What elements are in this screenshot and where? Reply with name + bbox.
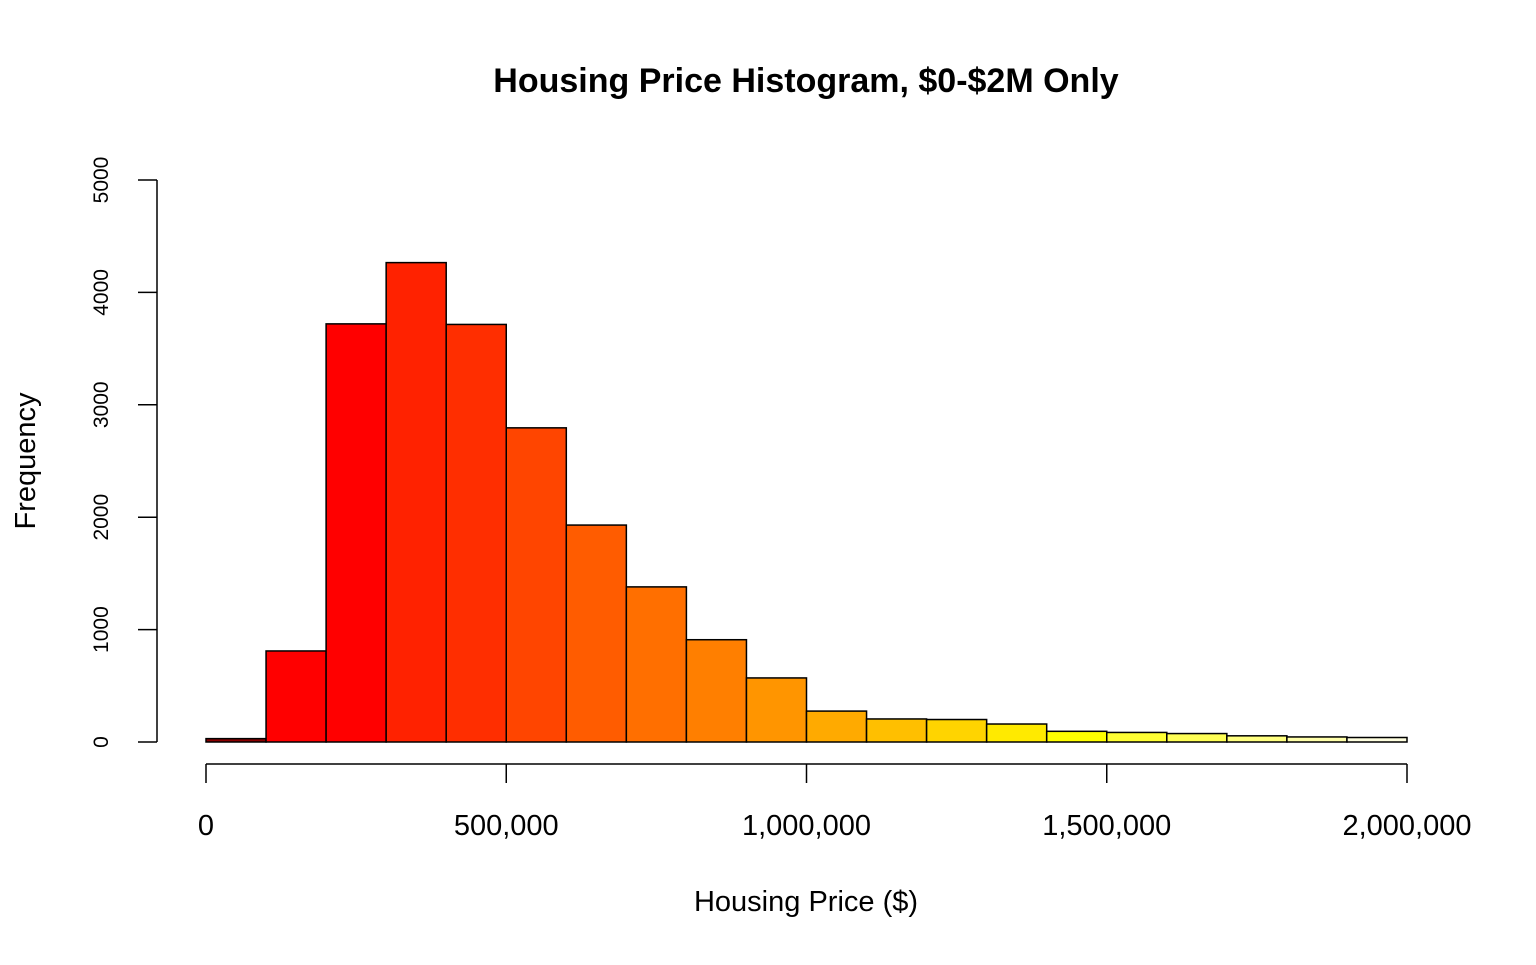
x-tick-label: 500,000 <box>454 810 559 842</box>
histogram-bar <box>925 718 988 743</box>
x-tick-label: 2,000,000 <box>1342 810 1471 842</box>
x-axis-label: Housing Price ($) <box>694 886 918 918</box>
histogram-bar <box>1346 736 1408 743</box>
histogram-bar <box>265 650 327 743</box>
y-axis: 0 1000 2000 3000 4000 5000 <box>90 157 158 748</box>
histogram-bar <box>505 427 568 743</box>
histogram-bar <box>565 524 628 743</box>
histogram-bar <box>385 261 447 743</box>
y-tick-label: 3000 <box>90 381 113 428</box>
histogram-bar <box>1045 730 1108 743</box>
y-tick-label: 0 <box>90 736 113 748</box>
y-axis-label: Frequency <box>10 392 42 530</box>
histogram-bar <box>445 323 508 743</box>
histogram-bar <box>685 638 748 743</box>
histogram-bar <box>625 586 688 743</box>
histogram-bar <box>745 677 808 743</box>
histogram-bar <box>1166 732 1228 743</box>
y-tick-label: 1000 <box>90 606 113 653</box>
y-tick-label: 5000 <box>90 157 113 204</box>
bars-group <box>205 261 1408 743</box>
chart-title: Housing Price Histogram, $0-$2M Only <box>493 62 1118 100</box>
x-tick-label: 1,500,000 <box>1042 810 1171 842</box>
histogram-bar <box>1226 735 1288 743</box>
histogram-bar <box>325 323 387 743</box>
x-tick-label: 1,000,000 <box>742 810 871 842</box>
x-axis: 0 500,000 1,000,000 1,500,000 2,000,000 <box>198 763 1472 842</box>
y-tick-label: 4000 <box>90 269 113 316</box>
histogram-bar <box>1286 736 1348 743</box>
histogram-bar <box>1106 731 1168 743</box>
histogram-bar <box>205 737 267 743</box>
histogram-bar <box>985 723 1048 743</box>
y-tick-label: 2000 <box>90 494 113 541</box>
histogram-bar <box>865 718 928 743</box>
histogram-bar <box>805 710 868 743</box>
x-tick-label: 0 <box>198 810 214 842</box>
